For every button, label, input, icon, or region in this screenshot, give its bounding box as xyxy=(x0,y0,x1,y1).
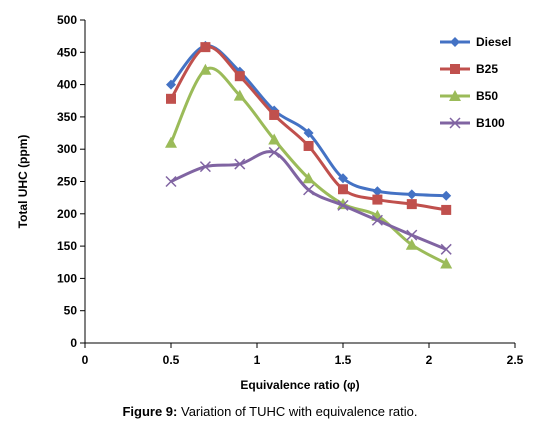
data-point-b100 xyxy=(303,184,315,196)
y-tick-label: 100 xyxy=(57,271,77,285)
data-point-b50 xyxy=(302,172,315,184)
y-tick-label: 300 xyxy=(57,142,77,156)
y-tick-label: 500 xyxy=(57,13,77,27)
x-tick-label: 2.5 xyxy=(507,353,524,367)
data-point-b100 xyxy=(406,229,418,241)
line-chart: 0 50 100 150 200 250 300 350 400 450 500 0 0.5 1 1.5 2 2… xyxy=(16,13,524,392)
caption-label: Figure 9: xyxy=(122,404,178,419)
data-point-diesel xyxy=(406,189,417,200)
data-point-diesel xyxy=(372,186,383,197)
data-point-b50 xyxy=(405,238,418,250)
figure-caption: Figure 9: Variation of TUHC with equival… xyxy=(0,404,540,419)
legend-marker-b100 xyxy=(449,117,461,129)
y-tick-label: 450 xyxy=(57,45,77,59)
data-point-b50 xyxy=(268,133,281,145)
legend-marker-b50 xyxy=(449,90,461,101)
caption-text: Variation of TUHC with equivalence ratio… xyxy=(177,404,418,419)
data-point-b50 xyxy=(165,136,177,148)
legend-label-diesel: Diesel xyxy=(476,35,511,49)
y-tick-label: 250 xyxy=(57,175,77,189)
data-point-b25 xyxy=(166,93,176,104)
data-point-b25 xyxy=(234,71,245,82)
data-point-b50 xyxy=(233,89,246,101)
data-point-b100 xyxy=(199,161,211,173)
data-point-diesel xyxy=(303,128,314,139)
data-point-b100 xyxy=(440,243,452,255)
y-tick-label: 350 xyxy=(57,110,77,124)
data-point-b25 xyxy=(303,140,314,151)
data-point-b25 xyxy=(372,194,383,205)
y-tick-label: 200 xyxy=(57,207,77,221)
data-point-b100 xyxy=(337,199,349,211)
y-tick-label: 50 xyxy=(64,304,78,318)
data-point-b25 xyxy=(441,204,452,215)
data-point-b50 xyxy=(440,257,453,269)
x-tick-label: 0 xyxy=(82,353,89,367)
data-point-b100 xyxy=(371,214,383,226)
data-point-b100 xyxy=(234,158,246,170)
data-point-b25 xyxy=(269,109,280,120)
series-line-b100 xyxy=(170,150,447,251)
y-axis-title: Total UHC (ppm) xyxy=(16,135,30,229)
data-point-b100 xyxy=(165,175,177,188)
x-tick-label: 2 xyxy=(426,353,433,367)
y-tick-label: 400 xyxy=(57,78,77,92)
legend-marker-diesel xyxy=(450,37,460,47)
legend-label-b100: B100 xyxy=(476,116,505,130)
x-tick-label: 1.5 xyxy=(335,353,352,367)
data-point-b100 xyxy=(268,146,280,158)
legend-label-b25: B25 xyxy=(476,62,498,76)
data-point-diesel xyxy=(441,190,452,201)
legend-label-b50: B50 xyxy=(476,89,498,103)
y-tick-label: 150 xyxy=(57,239,77,253)
x-axis-title: Equivalence ratio (φ) xyxy=(240,378,359,392)
data-point-b25 xyxy=(200,42,211,53)
data-point-b25 xyxy=(406,199,417,210)
x-tick-label: 1 xyxy=(254,353,261,367)
data-point-b25 xyxy=(338,184,348,195)
y-tick-label: 0 xyxy=(70,336,77,350)
data-point-b50 xyxy=(199,63,212,75)
x-tick-label: 0.5 xyxy=(163,353,180,367)
legend-marker-b25 xyxy=(450,64,460,74)
data-point-diesel xyxy=(166,79,176,90)
data-point-diesel xyxy=(338,173,348,184)
